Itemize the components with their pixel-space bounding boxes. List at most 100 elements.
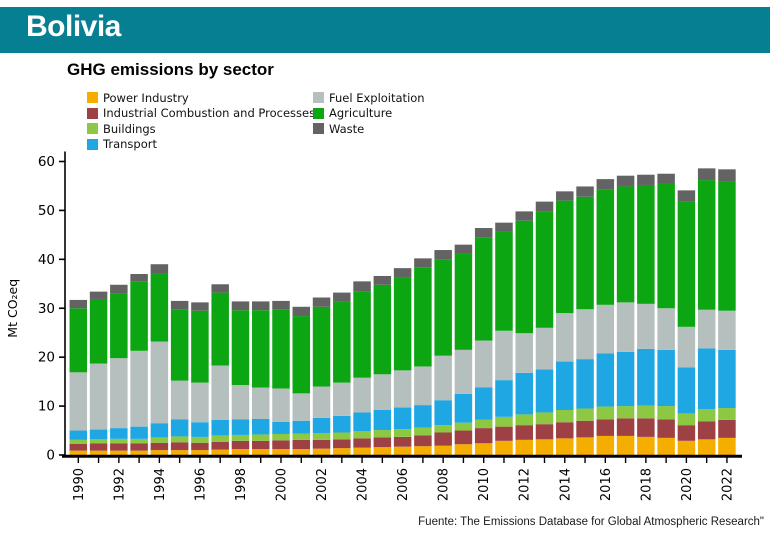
bar-segment (373, 275, 392, 285)
bar-segment (150, 450, 169, 455)
bar-segment (231, 419, 250, 435)
bar-2012 (515, 211, 533, 455)
x-tick-label: 2014 (558, 468, 573, 501)
bar-segment (556, 422, 574, 439)
bar-1992 (110, 284, 128, 455)
header-band: Bolivia (0, 7, 770, 53)
chart-legend: Power Industry Industrial Combustion and … (87, 90, 425, 152)
bar-1994 (150, 264, 169, 455)
bar-segment (191, 422, 209, 437)
bar-segment (718, 169, 736, 182)
bar-segment (637, 174, 655, 185)
bar-segment (312, 417, 331, 433)
bar-2016 (596, 179, 615, 455)
bar-2019 (657, 173, 675, 455)
bar-segment (353, 412, 371, 432)
bar-segment (434, 259, 452, 356)
bar-segment (535, 412, 554, 425)
bar-2018 (637, 174, 655, 455)
x-tick-label: 1998 (234, 468, 249, 501)
bar-segment (718, 181, 736, 311)
bar-segment (170, 450, 189, 455)
bar-segment (292, 306, 311, 317)
bar-segment (251, 310, 270, 388)
bar-segment (697, 309, 716, 349)
bar-segment (251, 449, 270, 455)
bar-segment (353, 377, 371, 413)
bar-segment (170, 380, 189, 420)
bar-2006 (393, 268, 412, 455)
legend-item: Power Industry (87, 90, 313, 106)
bar-1991 (89, 291, 108, 455)
bar-segment (474, 237, 493, 341)
bar-segment (69, 439, 88, 444)
legend-item: Buildings (87, 121, 313, 137)
legend-label: Waste (329, 121, 365, 136)
bar-segment (657, 419, 675, 438)
bar-segment (231, 385, 250, 420)
legend-color-swatch (87, 92, 98, 104)
chart-title: GHG emissions by sector (67, 60, 274, 79)
legend-label: Buildings (103, 121, 156, 136)
bar-2015 (576, 186, 594, 455)
bar-segment (211, 441, 229, 450)
bar-segment (718, 437, 736, 455)
bar-segment (697, 409, 716, 422)
bar-segment (535, 439, 554, 455)
bar-segment (231, 434, 250, 441)
bar-segment (170, 419, 189, 437)
bar-segment (495, 440, 513, 455)
bar-segment (292, 316, 311, 394)
bar-segment (495, 380, 513, 417)
x-tick-label: 2006 (396, 468, 411, 501)
bar-segment (393, 268, 412, 278)
bar-segment (576, 359, 594, 409)
bar-segment (130, 274, 148, 282)
legend-label: Transport (103, 137, 157, 152)
bar-segment (251, 301, 270, 311)
bar-segment (616, 418, 635, 436)
bar-segment (251, 434, 270, 441)
bar-2017 (616, 175, 635, 455)
bar-segment (231, 310, 250, 386)
bar-segment (191, 382, 209, 423)
y-axis-label: Mt CO₂eq (5, 279, 20, 338)
legend-color-swatch (313, 92, 324, 104)
bar-2014 (556, 191, 574, 455)
bar-segment (69, 443, 88, 451)
bar-segment (312, 448, 331, 455)
bar-segment (272, 433, 290, 441)
bar-segment (69, 299, 88, 309)
bar-segment (170, 300, 189, 310)
bar-segment (454, 393, 473, 423)
bar-segment (495, 222, 513, 232)
bar-segment (495, 231, 513, 331)
y-tick-label: 30 (38, 301, 55, 317)
bar-2021 (697, 168, 716, 455)
x-tick-label: 1992 (112, 468, 127, 501)
bar-segment (454, 430, 473, 445)
bar-2005 (373, 275, 392, 455)
bar-segment (69, 372, 88, 431)
bar-segment (89, 439, 108, 444)
bar-segment (353, 291, 371, 378)
bar-2004 (353, 281, 371, 455)
legend-color-swatch (313, 123, 324, 135)
bar-segment (414, 267, 432, 367)
bar-segment (211, 449, 229, 455)
bar-segment (312, 439, 331, 449)
bar-segment (495, 330, 513, 381)
bar-segment (495, 416, 513, 427)
bar-segment (130, 426, 148, 439)
bar-segment (596, 406, 615, 420)
bar-segment (454, 349, 473, 394)
x-tick-label: 1996 (193, 468, 208, 501)
bar-segment (333, 432, 351, 440)
y-tick-label: 10 (38, 399, 55, 415)
legend-column: Fuel Exploitation Agriculture Waste (313, 90, 425, 152)
bar-segment (373, 374, 392, 410)
bar-segment (333, 415, 351, 433)
bar-2001 (292, 306, 311, 455)
bar-segment (110, 450, 128, 455)
